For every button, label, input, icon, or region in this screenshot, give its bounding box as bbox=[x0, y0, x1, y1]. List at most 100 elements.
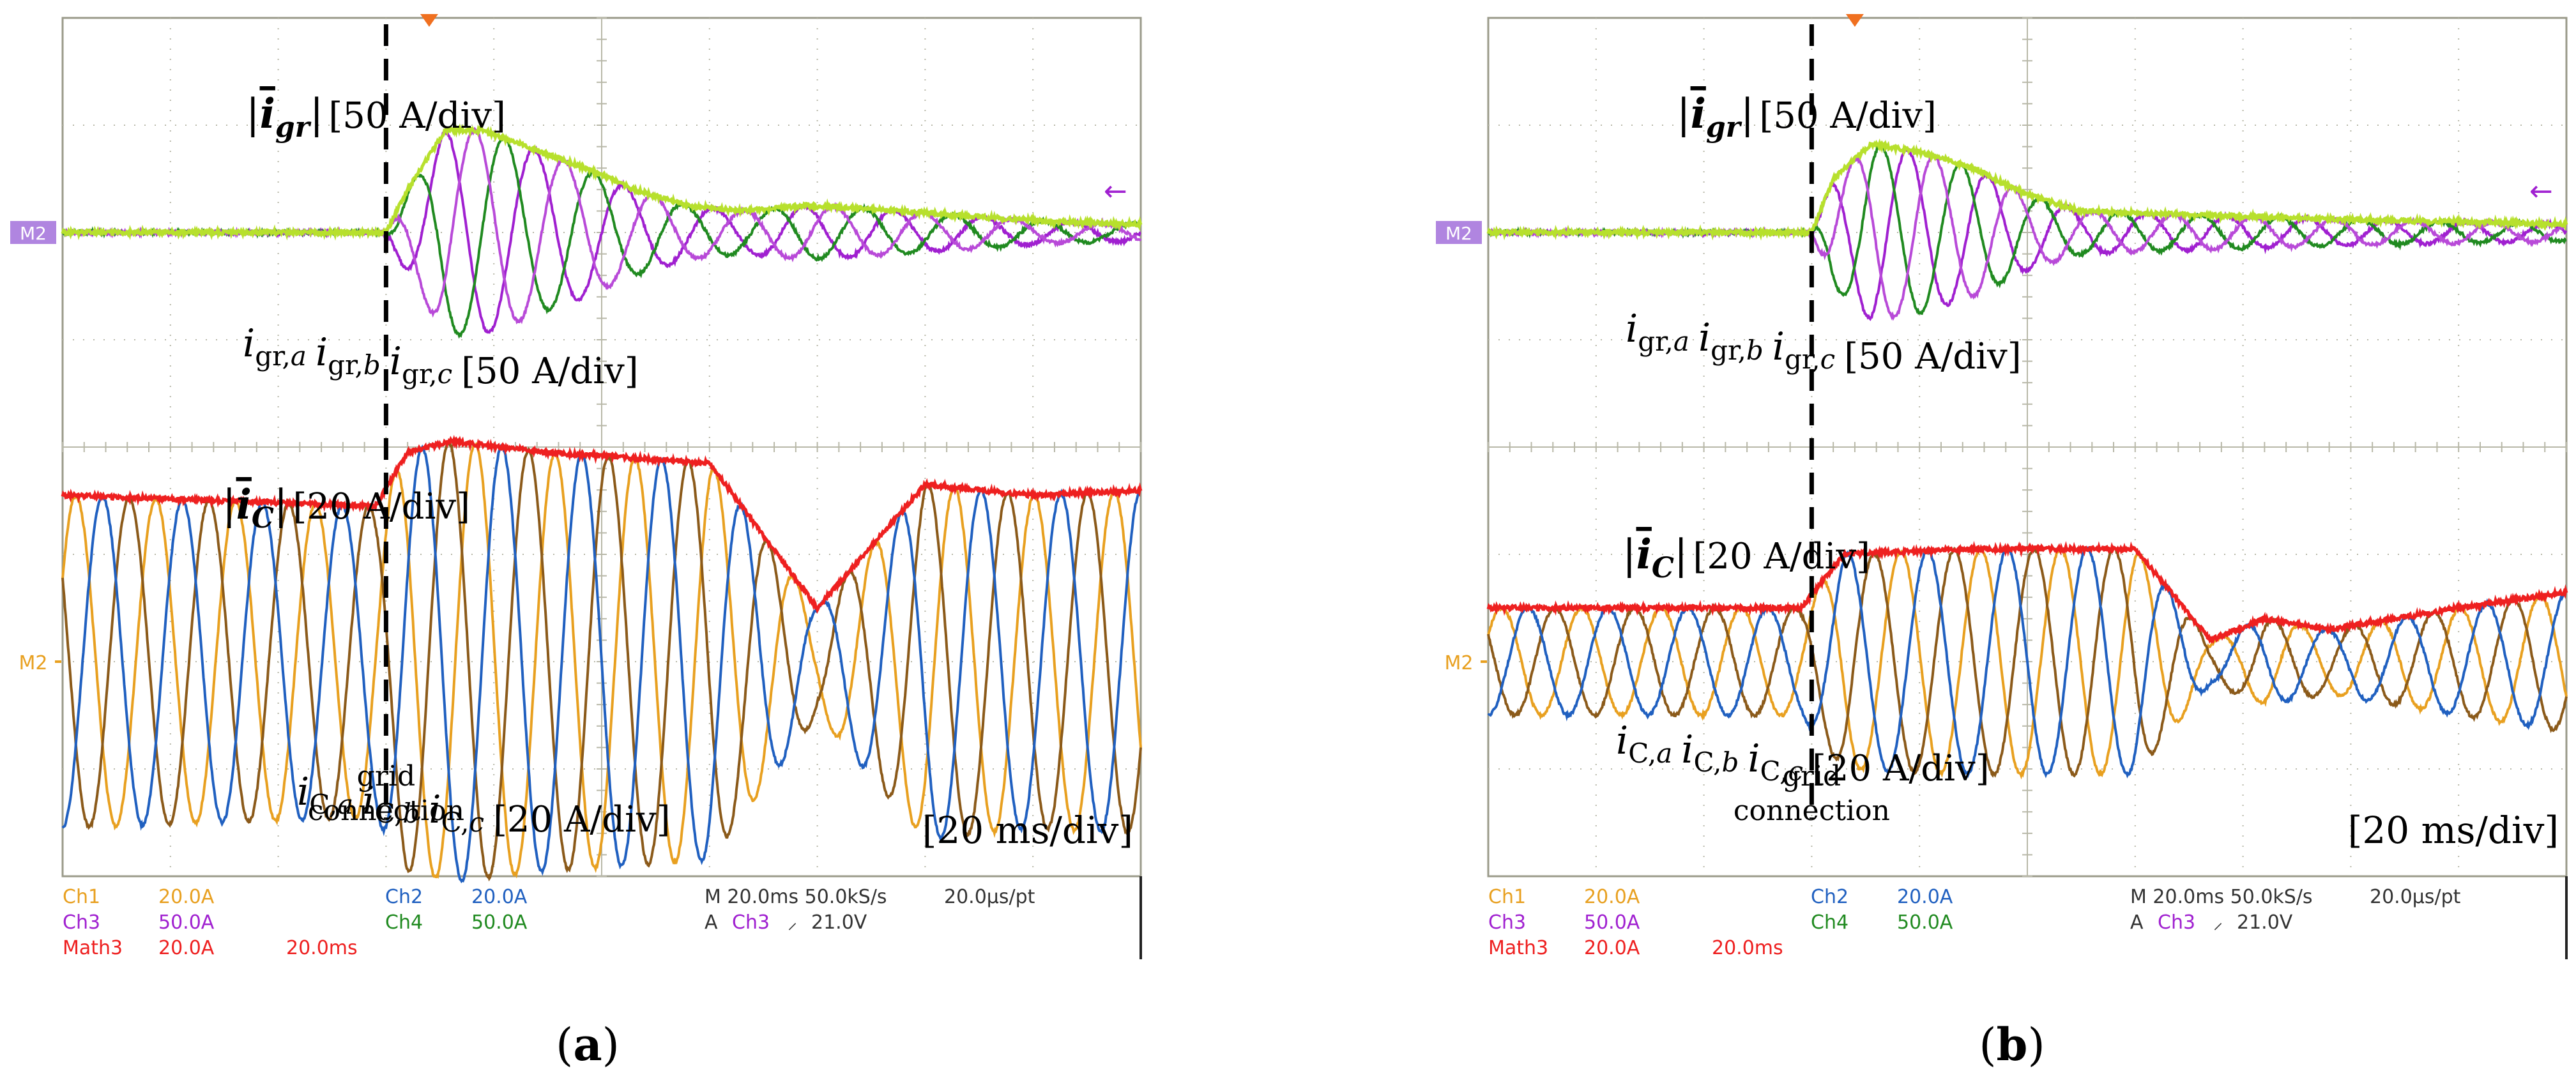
readout-trigger-channel: Ch3 bbox=[2158, 911, 2195, 934]
readout-trigger-level: 21.0V bbox=[811, 911, 867, 934]
readout-ch1-value: 20.0A bbox=[158, 886, 215, 908]
channel-marker-m2-bottom: M2 bbox=[19, 652, 61, 674]
trigger-position-icon bbox=[1845, 14, 1864, 27]
event-line2: connection bbox=[1734, 794, 1890, 827]
readout-ch3-label: Ch3 bbox=[1488, 911, 1526, 934]
phase-a-symbol: i bbox=[1616, 718, 1628, 763]
readout-ch2-label: Ch2 bbox=[1811, 886, 1848, 908]
phase-c-sub: C, bbox=[441, 807, 469, 838]
magnitude-symbol: i bbox=[1691, 90, 1706, 138]
phase-b-letter: b bbox=[363, 349, 381, 381]
magnitude-scale: [50 A/div] bbox=[1759, 95, 1936, 137]
readout-ch4-value: 50.0A bbox=[1897, 911, 1953, 934]
time-div-label: [20 ms/div] bbox=[922, 809, 1133, 852]
paren-close: ) bbox=[602, 1019, 620, 1071]
panel-label: (a) bbox=[556, 1018, 620, 1071]
readout-ch1-label: Ch1 bbox=[1488, 886, 1526, 908]
phase-c-letter: c bbox=[1820, 344, 1836, 375]
ic-phase-label: iC,a iC,b iC,c [20 A/div] bbox=[1616, 718, 1990, 789]
magnitude-symbol: i bbox=[260, 90, 275, 138]
igr-phase-label: igr,a igr,b igr,c [50 A/div] bbox=[1626, 307, 2022, 377]
readout-timebase: M 20.0ms 50.0kS/s bbox=[2130, 886, 2313, 908]
abs-bar-right: | bbox=[310, 91, 324, 138]
channel-marker-m2-top: M2 bbox=[1436, 221, 1482, 244]
readout-math3-label: Math3 bbox=[1488, 937, 1548, 959]
phase-b-letter: b bbox=[1746, 335, 1764, 366]
phase-a-letter: a bbox=[337, 789, 353, 820]
trace-icc bbox=[61, 443, 1142, 884]
phase-b-symbol: i bbox=[1698, 315, 1711, 360]
readout-ch3-value: 50.0A bbox=[1584, 911, 1640, 934]
marker-label: M2 bbox=[1445, 223, 1472, 244]
phase-a-sub: C, bbox=[1628, 738, 1656, 769]
phase-b-letter: b bbox=[402, 798, 420, 829]
phase-c-letter: c bbox=[438, 358, 453, 390]
trace-ic-magnitude bbox=[61, 434, 1143, 614]
readout-ch1-value: 20.0A bbox=[1584, 886, 1640, 908]
readout-trigger-slope: ⸝ bbox=[788, 911, 797, 934]
panel-letter: b bbox=[1997, 1018, 2028, 1071]
phase-scale: [50 A/div] bbox=[461, 351, 638, 392]
readout-per-pt: 20.0μs/pt bbox=[2370, 886, 2461, 908]
readout-ch4-label: Ch4 bbox=[1811, 911, 1848, 934]
phase-a-symbol: i bbox=[1626, 307, 1638, 351]
readout-math3-label: Math3 bbox=[63, 937, 123, 959]
panel-letter: a bbox=[573, 1018, 602, 1071]
readout-trigger-level: 21.0V bbox=[2237, 911, 2293, 934]
paren-close: ) bbox=[2027, 1019, 2045, 1071]
readout-ch4-label: Ch4 bbox=[385, 911, 423, 934]
marker-label: M2 bbox=[20, 223, 47, 244]
trace-ica bbox=[61, 441, 1142, 879]
trigger-position-icon bbox=[420, 14, 438, 27]
grid-lines bbox=[62, 17, 1141, 877]
readout-trigger: A bbox=[705, 911, 718, 934]
phase-b-sub: gr, bbox=[328, 349, 363, 381]
trace-ica bbox=[1487, 545, 2568, 780]
phase-b-sub: C, bbox=[1693, 747, 1721, 778]
phase-a-sub: gr, bbox=[255, 340, 291, 372]
readout-timebase: M 20.0ms 50.0kS/s bbox=[705, 886, 887, 908]
magnitude-symbol: i bbox=[1636, 531, 1652, 579]
magnitude-subscript: C bbox=[252, 502, 274, 535]
phase-scale: [50 A/div] bbox=[1844, 336, 2021, 377]
panel-label: (b) bbox=[1979, 1018, 2045, 1071]
trace-icb bbox=[61, 439, 1142, 882]
phase-b-sub: gr, bbox=[1711, 335, 1746, 366]
marker-label: M2 bbox=[19, 652, 48, 674]
readout-math3-time: 20.0ms bbox=[1712, 937, 1783, 959]
abs-bar-right: | bbox=[274, 482, 288, 529]
ic-magnitude-label: |iC| [20 A/div] bbox=[1622, 531, 1870, 584]
phase-b-sub: C, bbox=[374, 798, 402, 829]
time-div-label: [20 ms/div] bbox=[2348, 809, 2559, 852]
trace-igr-magnitude bbox=[61, 123, 1143, 241]
ic-magnitude-label: |iC| [20 A/div] bbox=[222, 481, 470, 535]
igr-magnitude-label: |igr| [50 A/div] bbox=[1677, 90, 1937, 144]
marker-box bbox=[1436, 221, 1482, 244]
paren-open: ( bbox=[1979, 1019, 1996, 1071]
scope-readout: Ch1 20.0A Ch2 20.0A M 20.0ms 50.0kS/s 20.0μs/… bbox=[1488, 886, 2461, 959]
abs-bar-left: | bbox=[222, 482, 236, 529]
readout-ch1-label: Ch1 bbox=[63, 886, 100, 908]
readout-trigger: A bbox=[2130, 911, 2144, 934]
phase-c-symbol: i bbox=[429, 787, 441, 832]
trace-icc bbox=[1487, 546, 2568, 779]
magnitude-subscript: gr bbox=[275, 111, 312, 144]
readout-ch2-value: 20.0A bbox=[471, 886, 528, 908]
magnitude-subscript: C bbox=[1652, 552, 1674, 584]
abs-bar-right: | bbox=[1674, 531, 1688, 579]
abs-bar-left: | bbox=[1677, 91, 1691, 138]
igr-magnitude-label: |igr| [50 A/div] bbox=[246, 90, 506, 144]
grid-lines bbox=[1488, 17, 2567, 877]
phase-b-symbol: i bbox=[1681, 727, 1693, 772]
magnitude-subscript: gr bbox=[1706, 111, 1742, 144]
marker-box bbox=[10, 221, 56, 244]
ic-phase-label: iC,a iC,b iC,c [20 A/div] bbox=[297, 770, 671, 840]
phase-a-sub: C, bbox=[309, 789, 337, 820]
phase-a-letter: a bbox=[1656, 738, 1672, 769]
magnitude-scale: [20 A/div] bbox=[293, 486, 469, 528]
readout-math3-value: 20.0A bbox=[1584, 937, 1640, 959]
